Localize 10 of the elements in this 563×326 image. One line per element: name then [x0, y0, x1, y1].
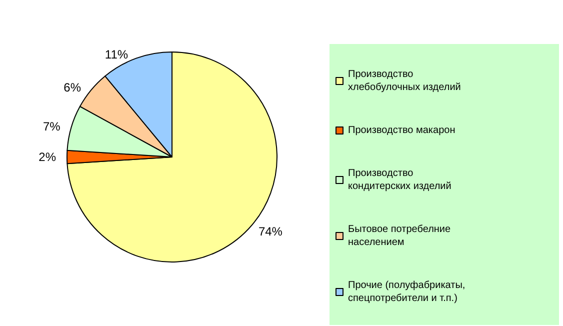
data-label: 11%: [104, 47, 128, 62]
legend-label: Производство хлебобулочных изделий: [348, 69, 461, 93]
legend-label: Производство кондитерских изделий: [348, 168, 452, 192]
legend-label: Бытовое потребелние населением: [348, 224, 454, 248]
data-label: 7%: [42, 120, 61, 134]
data-label: 2%: [38, 150, 56, 164]
data-label: 74%: [258, 224, 283, 239]
legend-label: Прочие (полуфабрикаты, спецпотребители и т.п.): [348, 280, 468, 304]
legend-label: Производство макарон: [348, 125, 456, 136]
data-label: 6%: [64, 80, 82, 95]
